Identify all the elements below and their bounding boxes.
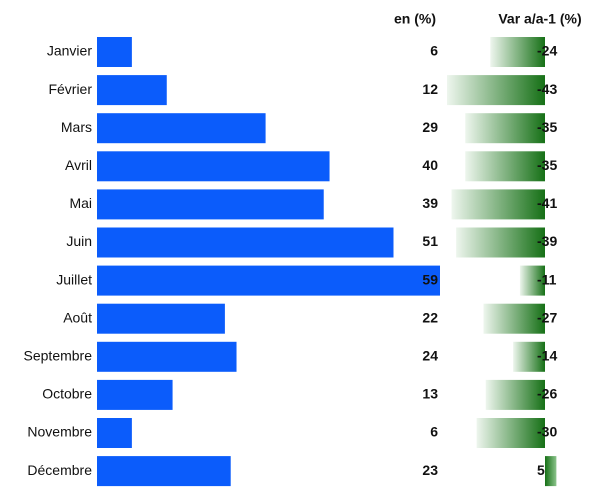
value-label: 6	[430, 424, 438, 440]
value-label: 40	[422, 157, 438, 173]
category-label: Novembre	[27, 424, 92, 440]
bar	[97, 265, 440, 296]
variation-label: -26	[537, 386, 557, 402]
variation-bar	[465, 113, 545, 144]
variation-label: -24	[537, 43, 557, 59]
value-label: 59	[422, 271, 438, 287]
variation-bar	[483, 303, 545, 334]
variation-label: -27	[537, 309, 557, 325]
value-label: 6	[430, 43, 438, 59]
category-label: Février	[48, 81, 92, 97]
variation-label: -39	[537, 233, 557, 249]
variation-label: -41	[537, 195, 557, 211]
series-header: Var a/a-1 (%)	[498, 11, 581, 27]
category-label: Octobre	[42, 386, 92, 402]
category-label: Mars	[61, 119, 92, 135]
value-label: 51	[422, 233, 438, 249]
bar	[97, 456, 231, 487]
category-label: Juin	[66, 233, 92, 249]
bar	[97, 303, 225, 334]
value-label: 29	[422, 119, 438, 135]
category-label: Janvier	[47, 43, 92, 59]
bar	[97, 37, 132, 67]
value-label: 12	[422, 81, 438, 97]
value-label: 13	[422, 386, 438, 402]
variation-bar	[476, 418, 545, 448]
variation-bar	[465, 151, 545, 182]
variation-label: 5	[537, 462, 545, 478]
variation-label: -43	[537, 81, 557, 97]
category-label: Décembre	[27, 462, 92, 478]
variation-label: -35	[537, 157, 557, 173]
variation-label: -30	[537, 424, 557, 440]
bar	[97, 151, 330, 182]
variation-bar	[545, 456, 557, 487]
bar	[97, 113, 266, 144]
category-label: Août	[63, 309, 92, 325]
variation-bar	[485, 379, 545, 410]
variation-label: -14	[537, 348, 557, 364]
bar	[97, 341, 237, 372]
variation-bar	[447, 75, 545, 106]
category-label: Septembre	[24, 348, 93, 364]
value-label: 24	[422, 348, 438, 364]
category-label: Mai	[69, 195, 92, 211]
bar	[97, 75, 167, 106]
variation-bar	[513, 341, 545, 372]
bar	[97, 379, 173, 410]
series-header: en (%)	[394, 11, 436, 27]
variation-bar	[451, 189, 545, 220]
bar	[97, 418, 132, 448]
category-label: Avril	[65, 157, 92, 173]
variation-bar	[519, 265, 545, 296]
value-label: 39	[422, 195, 438, 211]
bar	[97, 189, 324, 220]
bar	[97, 227, 394, 258]
variation-bar	[456, 227, 545, 258]
value-label: 22	[422, 309, 438, 325]
variation-label: -11	[537, 271, 557, 287]
category-label: Juillet	[56, 271, 92, 287]
value-label: 23	[422, 462, 438, 478]
variation-label: -35	[537, 119, 557, 135]
variation-bar	[490, 37, 545, 67]
